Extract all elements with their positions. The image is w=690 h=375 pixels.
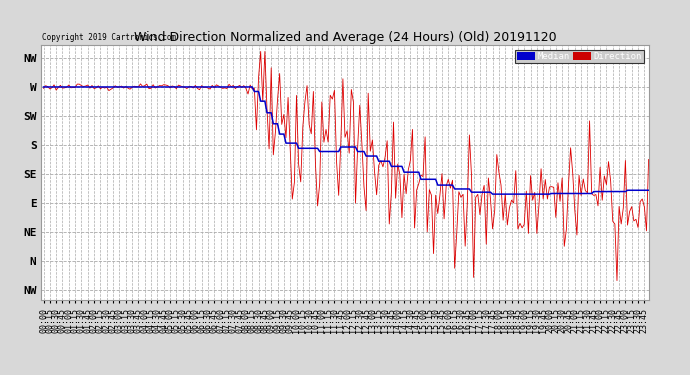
Text: Copyright 2019 Cartronics.com: Copyright 2019 Cartronics.com xyxy=(42,33,176,42)
Title: Wind Direction Normalized and Average (24 Hours) (Old) 20191120: Wind Direction Normalized and Average (2… xyxy=(134,31,556,44)
Legend: Median, Direction: Median, Direction xyxy=(515,50,644,63)
